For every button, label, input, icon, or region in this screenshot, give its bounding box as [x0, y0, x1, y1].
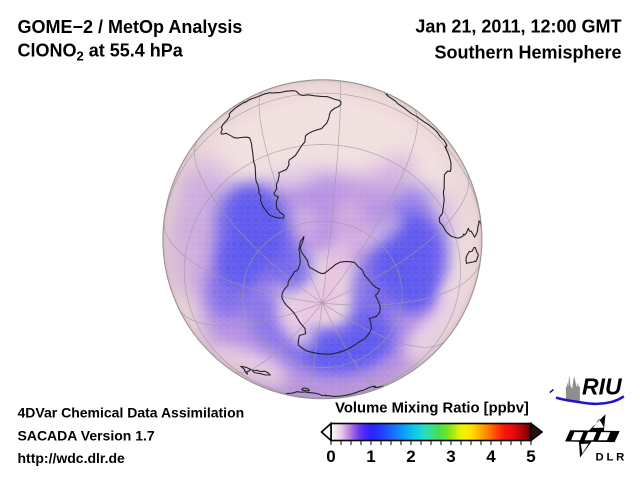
svg-text:RIU: RIU: [582, 374, 623, 400]
svg-text:5: 5: [526, 447, 535, 466]
svg-text:http://wdc.dlr.de: http://wdc.dlr.de: [18, 450, 126, 466]
svg-text:3: 3: [446, 447, 455, 466]
svg-text:4DVar Chemical Data Assimilati: 4DVar Chemical Data Assimilation: [18, 404, 245, 420]
svg-text:GOME−2 / MetOp Analysis: GOME−2 / MetOp Analysis: [18, 17, 243, 37]
svg-text:2: 2: [406, 447, 415, 466]
svg-text:Southern Hemisphere: Southern Hemisphere: [434, 43, 621, 63]
svg-text:Volume Mixing Ratio [ppbv]: Volume Mixing Ratio [ppbv]: [335, 401, 529, 417]
svg-text:DLR: DLR: [596, 451, 628, 463]
svg-text:Jan 21, 2011, 12:00 GMT: Jan 21, 2011, 12:00 GMT: [415, 17, 621, 37]
svg-text:4: 4: [486, 447, 496, 466]
svg-text:1: 1: [366, 447, 375, 466]
svg-text:SACADA Version 1.7: SACADA Version 1.7: [18, 428, 155, 444]
svg-text:ClONO2 at 55.4 hPa: ClONO2 at 55.4 hPa: [18, 41, 184, 64]
svg-text:0: 0: [326, 447, 335, 466]
